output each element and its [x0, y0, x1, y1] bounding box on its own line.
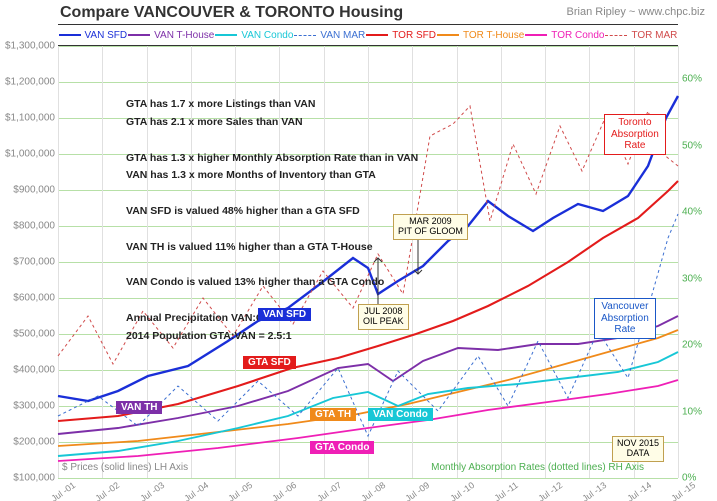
y-left-tick: $1,000,000 [5, 149, 55, 160]
x-tick: Jul -03 [138, 480, 166, 501]
x-tick: Jul -04 [182, 480, 210, 501]
y-right-tick: 40% [682, 207, 702, 218]
ann-nov-data: NOV 2015DATA [612, 436, 664, 462]
y-left-tick: $200,000 [13, 437, 55, 448]
right-axis-label: Monthly Absorption Rates (dotted lines) … [431, 462, 644, 473]
left-axis-label: $ Prices (solid lines) LH Axis [62, 462, 188, 473]
y-right-tick: 50% [682, 140, 702, 151]
legend-item: VAN T-House [128, 30, 214, 41]
legend-item: VAN SFD [59, 30, 128, 41]
ann-vancouver-absorption: VancouverAbsorptionRate [594, 298, 656, 339]
ann-pit-of-gloom: MAR 2009PIT OF GLOOM [393, 214, 468, 240]
x-tick: Jul -14 [625, 480, 653, 501]
x-tick: Jul -10 [448, 480, 476, 501]
series-label: VAN TH [116, 401, 162, 414]
y-right-tick: 30% [682, 273, 702, 284]
y-right-tick: 20% [682, 340, 702, 351]
x-tick: Jul -11 [492, 480, 519, 501]
y-right-tick: 10% [682, 406, 702, 417]
series-label: VAN SFD [258, 308, 311, 321]
x-tick: Jul -13 [581, 480, 609, 501]
x-tick: Jul -09 [404, 480, 432, 501]
legend-item: VAN MAR [294, 30, 365, 41]
y-left-tick: $700,000 [13, 257, 55, 268]
legend-item: TOR MAR [605, 30, 677, 41]
y-left-tick: $300,000 [13, 401, 55, 412]
x-tick: Jul -05 [227, 480, 255, 501]
y-left-tick: $400,000 [13, 365, 55, 376]
y-left-tick: $500,000 [13, 329, 55, 340]
series-label: VAN Condo [368, 408, 433, 421]
x-tick: Jul -02 [94, 480, 122, 501]
series-label: GTA Condo [310, 441, 374, 454]
y-right-tick: 60% [682, 74, 702, 85]
ann-toronto-absorption: TorontoAbsorptionRate [604, 114, 666, 155]
plot-area: GTA has 1.7 x more Listings than VANGTA … [58, 46, 678, 478]
y-left-tick: $600,000 [13, 293, 55, 304]
legend-item: TOR SFD [366, 30, 436, 41]
legend-item: TOR T-House [437, 30, 524, 41]
legend-item: TOR Condo [525, 30, 604, 41]
y-left-tick: $900,000 [13, 185, 55, 196]
legend-item: VAN Condo [215, 30, 293, 41]
x-tick: Jul -08 [359, 480, 387, 501]
series-label: GTA TH [310, 408, 356, 421]
y-left-tick: $1,300,000 [5, 41, 55, 52]
legend-bar: VAN SFDVAN T-HouseVAN CondoVAN MARTOR SF… [58, 24, 678, 46]
y-left-tick: $1,200,000 [5, 77, 55, 88]
y-left-tick: $1,100,000 [5, 113, 55, 124]
x-tick: Jul -07 [315, 480, 343, 501]
x-tick: Jul -06 [271, 480, 299, 501]
y-left-tick: $800,000 [13, 221, 55, 232]
series-label: GTA SFD [243, 356, 296, 369]
chart-title: Compare VANCOUVER & TORONTO Housing [60, 4, 403, 22]
x-tick: Jul -12 [537, 480, 565, 501]
y-left-tick: $100,000 [13, 473, 55, 484]
attribution: Brian Ripley ~ www.chpc.biz [567, 6, 705, 18]
ann-oil-peak: JUL 2008OIL PEAK [358, 304, 409, 330]
